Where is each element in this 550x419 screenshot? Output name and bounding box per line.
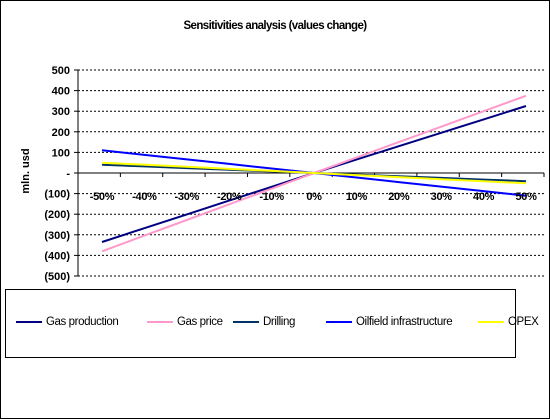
chart-title: Sensitivities analysis (values change) <box>183 20 367 32</box>
y-tick-label: - <box>66 168 70 180</box>
x-tick-label: 40% <box>473 191 495 203</box>
y-tick-label: (400) <box>44 250 70 262</box>
y-tick-label: 500 <box>52 65 70 77</box>
x-tick-label: -50% <box>90 191 115 203</box>
y-tick-label: 100 <box>52 147 70 159</box>
legend-label: Oilfield infrastructure <box>356 316 453 328</box>
legend-item: Gas production <box>16 316 119 328</box>
series-lines <box>101 94 527 253</box>
legend-swatch <box>233 321 259 323</box>
y-tick-label: (500) <box>44 271 70 283</box>
legend-label: Drilling <box>263 316 295 328</box>
y-tick-labels: 500 400 300 200 100 - (100) (200) (300) (400) (500… <box>44 65 70 283</box>
x-tick-label: -30% <box>175 191 200 203</box>
x-tick-label: 50% <box>515 191 537 203</box>
legend-swatch <box>16 321 42 323</box>
x-tick-label: -10% <box>259 191 284 203</box>
y-tick-label: 200 <box>52 127 70 139</box>
x-tick-label: 0% <box>306 191 322 203</box>
legend-item: OPEX <box>478 316 539 328</box>
legend-item: Gas price <box>147 316 223 328</box>
legend-label: Gas price <box>177 316 223 328</box>
grid-lines <box>78 69 544 277</box>
x-tick-label: 10% <box>346 191 368 203</box>
x-tick-label: -40% <box>132 191 157 203</box>
y-tick-label: 400 <box>52 86 70 98</box>
y-axis-label: mln. usd <box>20 148 32 194</box>
legend-item: Oilfield infrastructure <box>326 316 453 328</box>
x-tick-labels: -50% -40% -30% -20% -10% 0% 10% 20% 30% 40% 50% <box>90 191 538 203</box>
x-tick-label: 30% <box>431 191 453 203</box>
legend-label: Gas production <box>46 316 119 328</box>
x-tick-label: -20% <box>217 191 242 203</box>
legend-label: OPEX <box>508 316 539 328</box>
y-tick-label: (100) <box>44 189 70 201</box>
legend-swatch <box>147 321 173 323</box>
legend-swatch <box>478 321 504 323</box>
y-tick-label: 300 <box>52 106 70 118</box>
y-tick-label: (300) <box>44 230 70 242</box>
legend-swatch <box>326 321 352 323</box>
legend-item: Drilling <box>233 316 295 328</box>
legend: Gas production Gas price Drilling Oilfield … <box>5 289 539 358</box>
x-tick-label: 20% <box>388 191 410 203</box>
series-line-opex <box>101 161 527 185</box>
y-tick-label: (200) <box>44 209 70 221</box>
